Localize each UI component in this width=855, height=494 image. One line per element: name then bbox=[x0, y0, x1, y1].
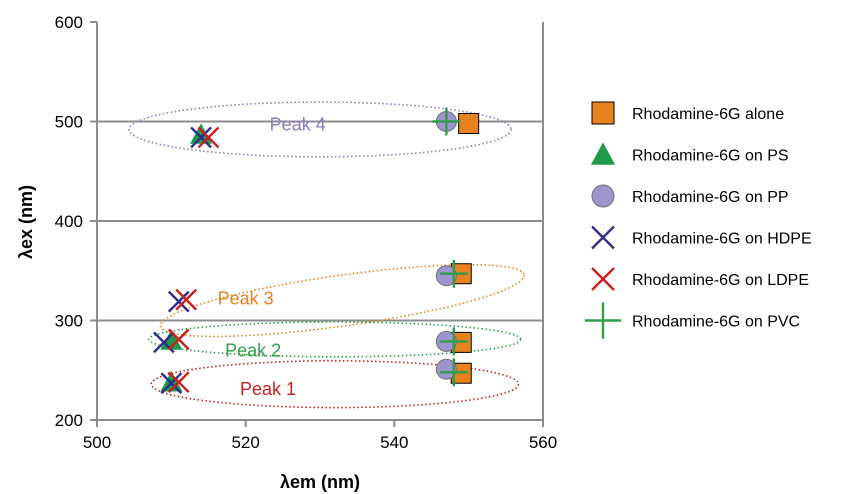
y-tick-label: 400 bbox=[55, 212, 83, 231]
x-tick-label: 520 bbox=[231, 433, 259, 452]
legend-item: Rhodamine-6G on PP bbox=[591, 184, 789, 208]
legend-label: Rhodamine-6G on PP bbox=[632, 189, 789, 206]
legend-item: Rhodamine-6G on PS bbox=[590, 142, 789, 165]
x-stroke bbox=[160, 372, 183, 395]
data-point bbox=[458, 112, 480, 134]
tick-labels: 200 300 400 500 600 500 520 540 560 bbox=[55, 13, 558, 452]
data-point bbox=[167, 328, 190, 351]
peak-ellipse bbox=[159, 263, 525, 338]
legend-label: Rhodamine-6G on PS bbox=[632, 148, 789, 165]
legend-label: Rhodamine-6G alone bbox=[632, 106, 784, 123]
legend-label: Rhodamine-6G on LDPE bbox=[632, 272, 809, 289]
data-point bbox=[190, 123, 213, 144]
y-tick-label: 500 bbox=[55, 113, 83, 132]
peak-label: Peak 3 bbox=[218, 289, 274, 309]
data-point bbox=[197, 126, 220, 149]
y-tick-label: 200 bbox=[55, 411, 83, 430]
legend-marker bbox=[590, 142, 616, 165]
data-markers bbox=[153, 107, 480, 395]
x-axis-title: λem (nm) bbox=[280, 472, 360, 492]
x-tick-label: 500 bbox=[83, 433, 111, 452]
x-stroke bbox=[591, 225, 615, 250]
series-triangle bbox=[160, 123, 213, 392]
legend-marker bbox=[591, 101, 615, 125]
legend-marker bbox=[591, 267, 615, 291]
peak-labels: Peak 4 Peak 3 Peak 2 Peak 1 bbox=[218, 114, 326, 399]
y-axis-title: λex (nm) bbox=[16, 185, 36, 259]
legend-marker bbox=[591, 225, 615, 250]
data-point bbox=[190, 126, 212, 149]
data-point bbox=[435, 358, 457, 380]
series-plus bbox=[432, 107, 468, 387]
data-point bbox=[439, 358, 468, 387]
data-point bbox=[432, 107, 461, 136]
x-stroke bbox=[197, 126, 220, 149]
peak-ellipse bbox=[150, 359, 520, 409]
x-stroke bbox=[167, 328, 190, 351]
legend-marker bbox=[584, 302, 622, 339]
peak-ellipse bbox=[128, 101, 512, 158]
data-point bbox=[167, 290, 190, 313]
legend-label: Rhodamine-6G on PVC bbox=[632, 314, 800, 331]
peak-ellipses bbox=[128, 101, 525, 409]
series-x bbox=[153, 126, 212, 395]
legend-label: Rhodamine-6G on HDPE bbox=[632, 231, 812, 248]
x-tick-label: 540 bbox=[380, 433, 408, 452]
legend-item: Rhodamine-6G alone bbox=[591, 101, 784, 125]
peak-label: Peak 1 bbox=[240, 379, 296, 399]
data-point bbox=[175, 288, 198, 311]
x-stroke bbox=[153, 331, 175, 354]
data-point bbox=[167, 371, 190, 394]
y-tick-label: 600 bbox=[55, 13, 83, 32]
data-point bbox=[439, 327, 468, 356]
legend-item: Rhodamine-6G on LDPE bbox=[591, 267, 809, 291]
grid-layer bbox=[97, 120, 543, 322]
series-x bbox=[167, 126, 220, 394]
x-stroke bbox=[190, 126, 212, 149]
data-point bbox=[439, 259, 468, 288]
legend: Rhodamine-6G alone Rhodamine-6G on PS Rhod… bbox=[584, 101, 812, 339]
x-tick-label: 560 bbox=[529, 433, 557, 452]
data-point bbox=[435, 265, 457, 287]
x-stroke bbox=[175, 288, 198, 311]
peak-label: Peak 2 bbox=[225, 340, 281, 360]
y-tick-label: 300 bbox=[55, 312, 83, 331]
peak-label: Peak 4 bbox=[270, 114, 326, 134]
data-point bbox=[160, 371, 183, 392]
peak-ellipse bbox=[148, 321, 522, 358]
data-point bbox=[160, 372, 183, 395]
legend-marker bbox=[591, 184, 615, 208]
x-stroke bbox=[167, 371, 190, 394]
legend-item: Rhodamine-6G on PVC bbox=[584, 302, 800, 339]
legend-item: Rhodamine-6G on HDPE bbox=[591, 225, 812, 250]
x-stroke bbox=[167, 290, 190, 313]
x-stroke bbox=[591, 267, 615, 291]
axes bbox=[90, 21, 544, 427]
